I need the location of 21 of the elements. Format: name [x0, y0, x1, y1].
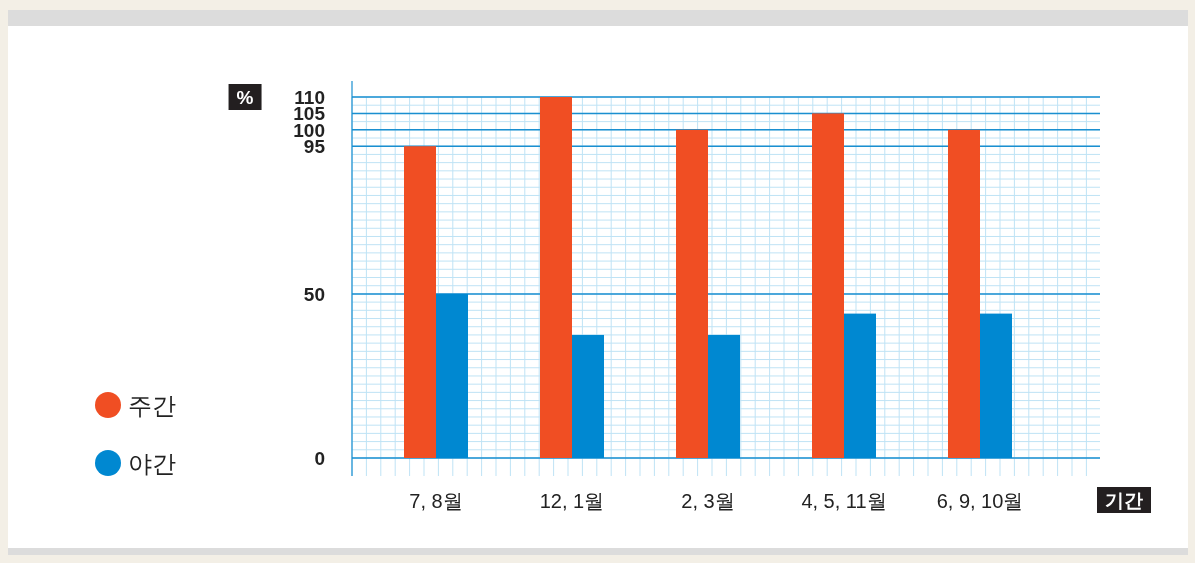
x-tick-label: 12, 1월	[539, 490, 605, 512]
bar	[812, 113, 844, 458]
bar	[436, 293, 468, 458]
bar	[980, 313, 1012, 458]
legend-label: 주간	[128, 392, 176, 419]
x-tick-label: 6, 9, 10월	[936, 490, 1024, 512]
y-tick-label: 50	[303, 283, 325, 305]
bar	[676, 129, 708, 458]
y-tick-label: 0	[314, 448, 325, 469]
bar	[708, 334, 740, 458]
x-tick-label: 4, 5, 11월	[801, 490, 887, 512]
bar	[540, 97, 572, 458]
bar	[404, 146, 436, 458]
y-axis-title: %	[236, 87, 254, 108]
bar	[844, 313, 876, 458]
bar	[948, 129, 980, 458]
x-tick-label: 7, 8월	[409, 490, 463, 512]
x-tick-label: 2, 3월	[681, 490, 735, 512]
x-axis-title: 기간	[1105, 490, 1143, 511]
bar	[572, 334, 604, 458]
legend-label: 야간	[128, 450, 176, 477]
